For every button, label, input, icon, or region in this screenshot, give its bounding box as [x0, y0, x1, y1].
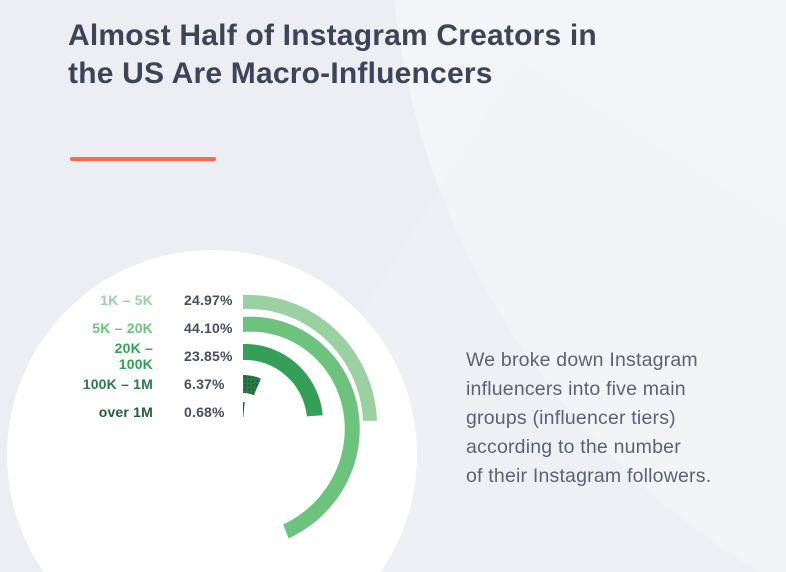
description-line: according to the number: [466, 436, 681, 458]
legend-row: over 1M 0.68%: [78, 398, 233, 426]
legend-tier-value: 44.10%: [184, 320, 233, 336]
legend-row: 20K – 100K 23.85%: [78, 340, 233, 372]
page-title-line-1: Almost Half of Instagram Creators in: [68, 19, 597, 52]
chart-arc-1k-5k: [243, 294, 377, 421]
legend-tier-label: 5K – 20K: [92, 320, 153, 336]
chart-arc-20k-100k: [243, 344, 323, 417]
legend-tier-value: 6.37%: [184, 376, 225, 392]
legend-tier-value: 23.85%: [184, 348, 233, 364]
legend-tier-value: 24.97%: [184, 292, 233, 308]
legend-tier-label: 1K – 5K: [100, 292, 153, 308]
accent-divider: [70, 157, 216, 161]
chart-arc-5k-20k: [243, 316, 360, 539]
legend-row: 1K – 5K 24.97%: [78, 286, 233, 314]
legend-row: 100K – 1M 6.37%: [78, 370, 233, 398]
legend-tier-label: over 1M: [98, 404, 153, 420]
legend-row: 5K – 20K 44.10%: [78, 314, 233, 342]
description-line: influencers into five main: [466, 378, 686, 400]
chart-legend: 1K – 5K 24.97% 5K – 20K 44.10% 20K – 100K 23.…: [78, 286, 233, 426]
chart-description: We broke down Instagram influencers into…: [466, 346, 776, 491]
description-line: We broke down Instagram: [466, 349, 698, 371]
page-title: Almost Half of Instagram Creators in the…: [68, 17, 708, 93]
description-line: groups (influencer tiers): [466, 407, 676, 429]
page-title-line-2: the US Are Macro-Influencers: [68, 57, 493, 90]
legend-tier-label: 20K – 100K: [114, 340, 153, 372]
legend-tier-value: 0.68%: [184, 404, 225, 420]
description-line: of their Instagram followers.: [466, 465, 712, 487]
radial-bar-chart: [243, 294, 377, 539]
legend-tier-label: 100K – 1M: [82, 376, 153, 392]
chart-arc-over-1m: [243, 402, 245, 418]
chart-arc-100k-1m: [243, 375, 261, 396]
